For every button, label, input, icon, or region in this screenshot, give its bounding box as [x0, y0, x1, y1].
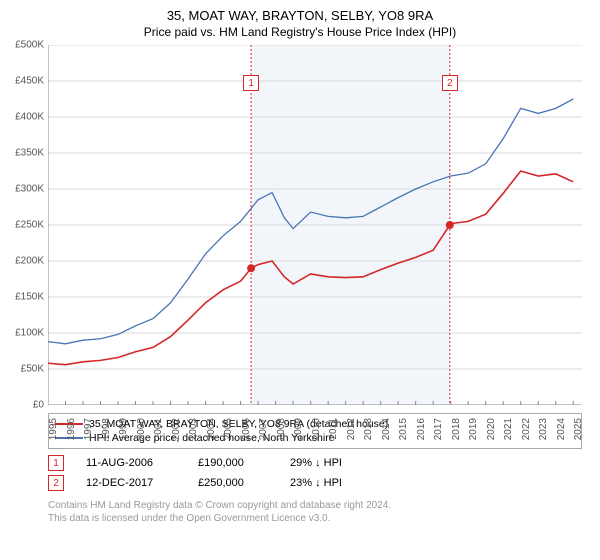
chart-title: 35, MOAT WAY, BRAYTON, SELBY, YO8 9RA [0, 0, 600, 23]
footer-line-2: This data is licensed under the Open Gov… [48, 512, 582, 525]
y-tick-label: £200K [15, 256, 44, 267]
y-tick-label: £150K [15, 292, 44, 303]
x-tick-label: 2007 [258, 418, 269, 440]
footer: Contains HM Land Registry data © Crown c… [48, 499, 582, 525]
x-tick-label: 2009 [293, 418, 304, 440]
y-tick-label: £400K [15, 112, 44, 123]
marker-label-2: 2 [442, 75, 458, 91]
x-tick-label: 2019 [468, 418, 479, 440]
x-tick-label: 2025 [573, 418, 584, 440]
x-tick-label: 2001 [153, 418, 164, 440]
y-tick-label: £500K [15, 40, 44, 51]
x-tick-label: 2012 [346, 418, 357, 440]
x-tick-label: 2004 [206, 418, 217, 440]
sales-table: 1 11-AUG-2006 £190,000 29% ↓ HPI 2 12-DE… [48, 453, 582, 493]
sales-price-2: £250,000 [198, 477, 268, 489]
y-tick-label: £450K [15, 76, 44, 87]
marker-label-1: 1 [243, 75, 259, 91]
sales-date-1: 11-AUG-2006 [86, 457, 176, 469]
y-tick-label: £100K [15, 328, 44, 339]
x-tick-label: 2014 [381, 418, 392, 440]
x-tick-label: 2003 [188, 418, 199, 440]
x-tick-label: 2020 [486, 418, 497, 440]
x-tick-label: 2022 [521, 418, 532, 440]
sales-price-1: £190,000 [198, 457, 268, 469]
x-tick-label: 2017 [433, 418, 444, 440]
y-tick-label: £300K [15, 184, 44, 195]
plot-svg [48, 45, 582, 405]
footer-line-1: Contains HM Land Registry data © Crown c… [48, 499, 582, 512]
chart-area: £0£50K£100K£150K£200K£250K£300K£350K£400… [48, 45, 582, 405]
x-tick-label: 2011 [328, 418, 339, 440]
x-tick-label: 2006 [241, 418, 252, 440]
sales-row-2: 2 12-DEC-2017 £250,000 23% ↓ HPI [48, 473, 582, 493]
x-tick-label: 1997 [83, 418, 94, 440]
y-tick-label: £50K [21, 364, 44, 375]
sales-row-1: 1 11-AUG-2006 £190,000 29% ↓ HPI [48, 453, 582, 473]
x-tick-label: 1999 [118, 418, 129, 440]
sales-diff-1: 29% ↓ HPI [290, 457, 342, 469]
x-tick-label: 2018 [451, 418, 462, 440]
x-tick-label: 2008 [276, 418, 287, 440]
x-tick-label: 2002 [171, 418, 182, 440]
x-tick-label: 2010 [311, 418, 322, 440]
x-tick-label: 2023 [538, 418, 549, 440]
x-tick-label: 2013 [363, 418, 374, 440]
y-tick-label: £250K [15, 220, 44, 231]
sales-marker-2: 2 [48, 475, 64, 491]
y-axis: £0£50K£100K£150K£200K£250K£300K£350K£400… [4, 45, 44, 405]
x-tick-label: 2015 [398, 418, 409, 440]
x-axis: 1995 1996 1997 1998 1999 2000 2001 2002 2003 2004… [48, 414, 582, 454]
chart-subtitle: Price paid vs. HM Land Registry's House … [0, 23, 600, 45]
x-tick-label: 1995 [48, 418, 59, 440]
sales-date-2: 12-DEC-2017 [86, 477, 176, 489]
sales-marker-1: 1 [48, 455, 64, 471]
x-tick-label: 2000 [136, 418, 147, 440]
y-tick-label: £0 [33, 400, 44, 411]
y-tick-label: £350K [15, 148, 44, 159]
x-tick-label: 2005 [223, 418, 234, 440]
x-tick-label: 2021 [503, 418, 514, 440]
x-tick-label: 1998 [101, 418, 112, 440]
x-tick-label: 2016 [416, 418, 427, 440]
sales-diff-2: 23% ↓ HPI [290, 477, 342, 489]
x-tick-label: 2024 [556, 418, 567, 440]
x-tick-label: 1996 [66, 418, 77, 440]
